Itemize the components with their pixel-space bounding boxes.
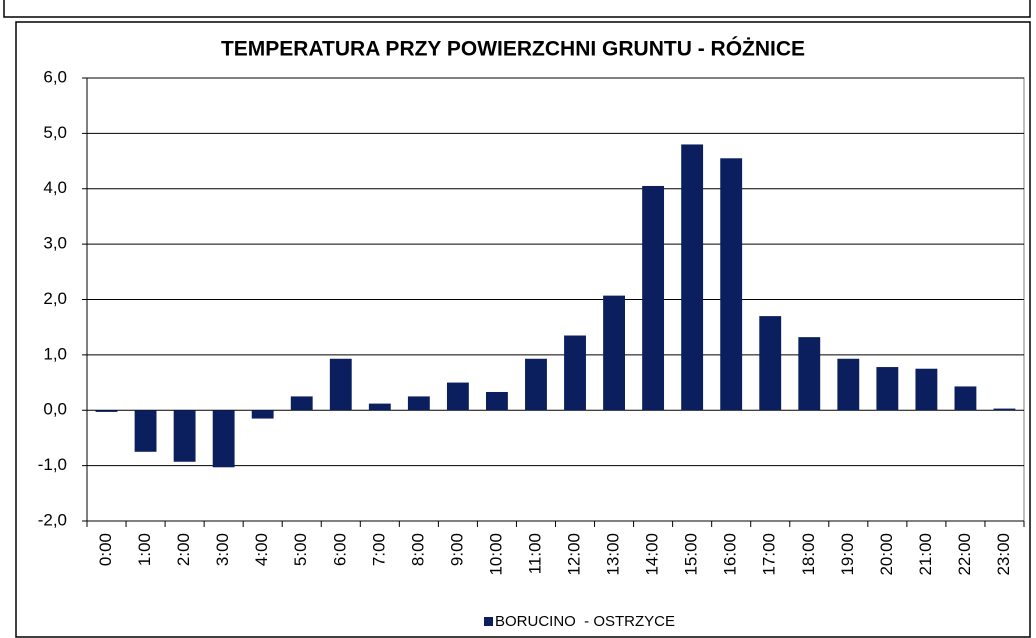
y-tick-label: -2,0 <box>38 510 67 529</box>
bar <box>798 337 821 411</box>
bar <box>95 410 118 412</box>
x-tick-label: 20:00 <box>877 533 896 576</box>
x-tick-label: 9:00 <box>447 533 466 566</box>
x-tick-label: 0:00 <box>96 533 115 566</box>
x-tick-label: 12:00 <box>565 533 584 576</box>
x-tick-label: 5:00 <box>291 533 310 566</box>
x-tick-label: 6:00 <box>330 533 349 566</box>
x-tick-label: 15:00 <box>682 533 701 576</box>
bar <box>173 410 196 462</box>
x-tick-label: 13:00 <box>604 533 623 576</box>
y-tick-label: 4,0 <box>43 178 67 197</box>
bar <box>837 358 860 411</box>
x-tick-label: 7:00 <box>369 533 388 566</box>
bar <box>134 410 157 452</box>
bar <box>212 410 235 468</box>
legend-swatch <box>484 617 493 626</box>
y-tick-label: -1,0 <box>38 455 67 474</box>
y-tick-label: 6,0 <box>43 67 67 86</box>
bar <box>720 158 743 411</box>
bar <box>290 396 313 411</box>
x-tick-label: 10:00 <box>486 533 505 576</box>
x-tick-label: 3:00 <box>213 533 232 566</box>
top-frame <box>3 0 1031 18</box>
bar <box>915 368 938 411</box>
x-tick-label: 2:00 <box>174 533 193 566</box>
x-tick-label: 1:00 <box>135 533 154 566</box>
legend-label: BORUCINO - OSTRZYCE <box>495 613 675 630</box>
bar <box>993 408 1016 411</box>
chart-frame <box>15 21 1031 638</box>
bar <box>876 367 899 411</box>
bar <box>251 410 274 419</box>
y-tick-label: 0,0 <box>43 400 67 419</box>
x-tick-label: 17:00 <box>760 533 779 576</box>
y-tick-label: 5,0 <box>43 123 67 142</box>
bar <box>525 358 547 411</box>
x-tick-label: 16:00 <box>721 533 740 576</box>
x-tick-label: 8:00 <box>408 533 427 566</box>
bar <box>486 391 508 411</box>
x-tick-label: 4:00 <box>252 533 271 566</box>
x-tick-label: 19:00 <box>838 533 857 576</box>
bar <box>642 185 665 411</box>
x-tick-label: 18:00 <box>799 533 818 576</box>
bar <box>564 335 586 411</box>
bar <box>759 316 782 411</box>
x-tick-label: 22:00 <box>955 533 974 576</box>
y-tick-label: 1,0 <box>43 344 67 363</box>
x-tick-label: 11:00 <box>525 533 544 574</box>
bar <box>368 403 391 411</box>
y-tick-label: 3,0 <box>43 234 67 253</box>
bar <box>954 386 977 411</box>
x-tick-label: 14:00 <box>643 533 662 576</box>
y-tick-label: 2,0 <box>43 289 67 308</box>
bar <box>681 144 704 411</box>
x-tick-label: 23:00 <box>994 533 1013 576</box>
chart-title: TEMPERATURA PRZY POWIERZCHNI GRUNTU - RÓ… <box>221 37 805 61</box>
bar <box>407 396 430 411</box>
bar <box>329 358 352 411</box>
bar <box>446 382 469 411</box>
x-tick-label: 21:00 <box>916 533 935 576</box>
bar <box>603 295 625 411</box>
